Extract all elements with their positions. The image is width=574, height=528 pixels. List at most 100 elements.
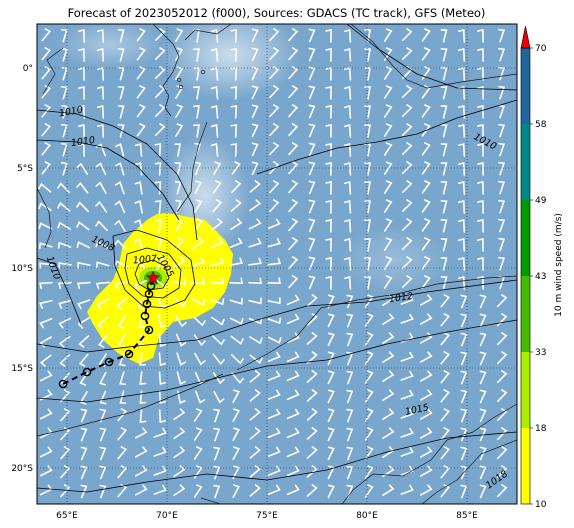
wind-barb (497, 332, 508, 346)
wind-barb-stroke (136, 47, 146, 61)
wind-barb (401, 237, 413, 251)
wind-barb-stroke (78, 105, 86, 119)
wind-barb-stroke (249, 446, 261, 459)
wind-barb (308, 142, 316, 157)
wind-barb (251, 142, 259, 157)
island (176, 77, 182, 83)
wind-barb (286, 427, 300, 439)
wind-barb (38, 202, 52, 212)
wind-barb-stroke (288, 123, 299, 137)
wind-barb (58, 299, 72, 309)
wind-barb (117, 315, 127, 329)
wind-barb (213, 446, 221, 461)
wind-barb-stroke (308, 66, 316, 81)
track-position (104, 357, 114, 367)
wind-barb-stroke (383, 199, 393, 213)
wind-barb-stroke (96, 298, 110, 310)
cloud-haze (55, 24, 450, 295)
wind-barb (60, 465, 71, 479)
track-position (144, 289, 154, 299)
wind-barb-stroke (173, 446, 186, 459)
wind-barb-stroke (193, 48, 200, 62)
wind-barb-stroke (269, 28, 280, 42)
colorbar-tick-label: 10 (535, 500, 547, 510)
wind-barb (193, 86, 200, 100)
wind-barb-stroke (175, 199, 183, 214)
wind-barb (193, 465, 203, 479)
isobar-label: 1007 (132, 253, 157, 266)
wind-barb-stroke (497, 351, 508, 365)
wind-barb (96, 261, 110, 269)
wind-barb (230, 199, 242, 212)
wind-barb-stroke (269, 47, 280, 61)
wind-barb (400, 313, 414, 324)
wind-barb (421, 85, 431, 99)
wind-barb-stroke (343, 85, 352, 100)
coastline-segment (42, 47, 64, 95)
wind-barb-stroke (421, 47, 431, 61)
wind-barb-stroke (78, 353, 89, 367)
wind-barb (421, 47, 431, 61)
wind-barb (211, 218, 223, 231)
wind-barb-stroke (308, 47, 316, 62)
wind-barb-stroke (232, 484, 240, 499)
wind-barb-stroke (308, 275, 316, 290)
wind-barb (249, 199, 262, 212)
wind-barb (364, 257, 371, 271)
wind-barb-stroke (96, 28, 105, 43)
wind-barb (114, 181, 125, 195)
colorbar-overflow-arrow (520, 25, 531, 49)
wind-barb (76, 281, 91, 290)
wind-barb-stroke (401, 180, 413, 194)
wind-barb (383, 218, 393, 232)
wind-barb-stroke (115, 143, 125, 157)
wind-barb (210, 28, 219, 43)
wind-barb (440, 238, 448, 252)
wind-barb (457, 180, 466, 195)
wind-barb-stroke (401, 66, 413, 80)
wind-barb-stroke (306, 427, 318, 440)
wind-barb-stroke (306, 351, 318, 364)
wind-barb-stroke (57, 182, 70, 194)
wind-barb (267, 427, 281, 439)
wind-barb (191, 277, 205, 285)
wind-barb (116, 297, 128, 310)
wind-barb (153, 484, 167, 495)
wind-barb (325, 257, 332, 271)
wind-barb-stroke (288, 104, 299, 118)
wind-barb-stroke (248, 317, 263, 325)
wind-barb-stroke (364, 181, 371, 195)
wind-barb (80, 465, 88, 480)
wind-barb (99, 427, 107, 442)
coastline-segment (421, 439, 517, 504)
colorbar-label: 10 m wind speed (m/s) (554, 213, 564, 317)
wind-barb-stroke (325, 276, 332, 290)
wind-barb (401, 85, 413, 99)
wind-barb (400, 465, 414, 476)
wind-barb (419, 313, 433, 325)
wind-barb-stroke (479, 313, 487, 328)
wind-barb-stroke (249, 427, 261, 440)
wind-barb (401, 275, 413, 289)
wind-barb-stroke (267, 336, 282, 344)
wind-barb (117, 446, 128, 460)
wind-barb-stroke (288, 237, 299, 251)
wind-barb-stroke (193, 484, 203, 498)
wind-barb-stroke (193, 218, 204, 232)
wind-barb (174, 181, 182, 195)
wind-barb (497, 408, 508, 422)
wind-barb (230, 48, 238, 62)
wind-barb (498, 104, 506, 119)
wind-barb (248, 218, 262, 230)
wind-barb-stroke (230, 29, 238, 43)
wind-barb (383, 237, 393, 251)
wind-barb-stroke (229, 237, 243, 249)
wind-barb (479, 446, 487, 461)
wind-barb-stroke (175, 104, 184, 118)
wind-barb-stroke (213, 161, 222, 175)
wind-barb-stroke (60, 465, 71, 479)
wind-barb (325, 105, 332, 119)
wind-barb-stroke (136, 85, 146, 99)
wind-barb-stroke (308, 237, 316, 252)
